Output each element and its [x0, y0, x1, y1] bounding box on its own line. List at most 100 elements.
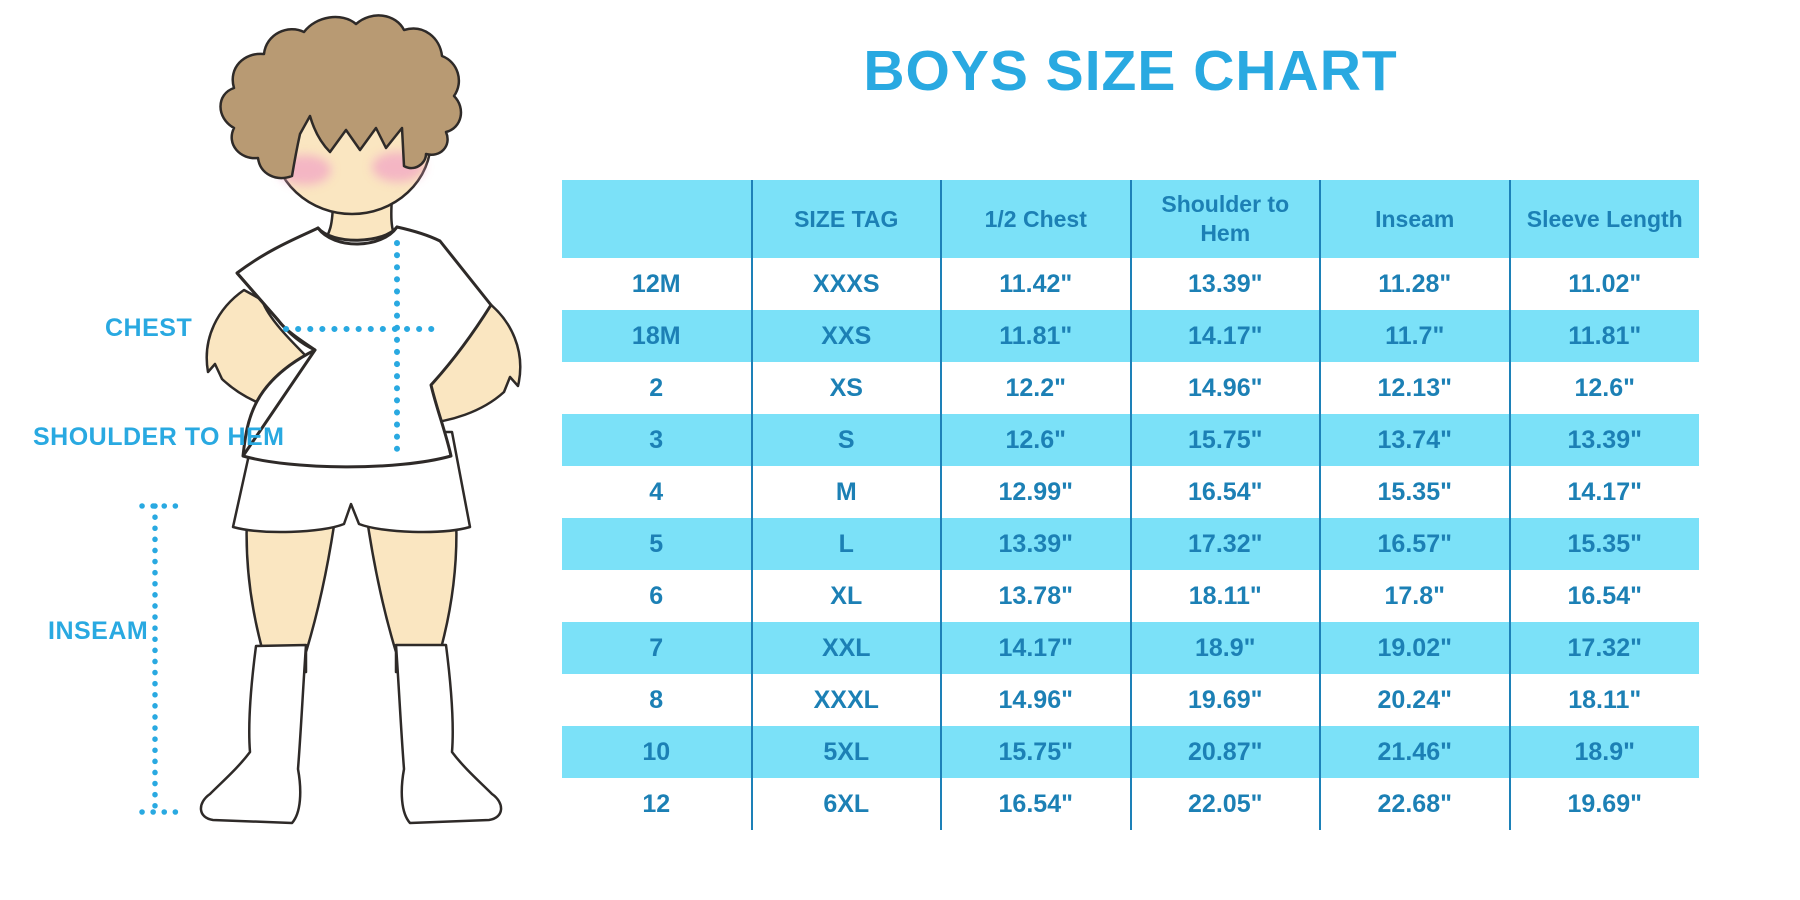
- table-cell: 14.17": [1129, 310, 1320, 362]
- table-cell: XXS: [750, 310, 941, 362]
- table-cell: 6XL: [750, 778, 941, 830]
- table-cell: 11.42": [940, 258, 1131, 310]
- table-cell: 14.17": [940, 622, 1131, 674]
- column-header: Inseam: [1319, 180, 1510, 258]
- table-cell: 14.17": [1508, 466, 1699, 518]
- row-label-cell: 18M: [631, 321, 681, 350]
- table-cell: 11.28": [1319, 258, 1510, 310]
- table-cell: 22.68": [1319, 778, 1510, 830]
- table-cell: 19.02": [1319, 622, 1510, 674]
- table-cell: 13.39": [940, 518, 1131, 570]
- row-label-cell: 3: [649, 425, 664, 454]
- table-cell: 12.99": [940, 466, 1131, 518]
- table-cell: 18.11": [1508, 674, 1699, 726]
- table-row: 8 XXXL 14.96" 19.69" 20.24" 18.11": [562, 674, 1699, 726]
- table-cell: 22.05": [1129, 778, 1320, 830]
- row-label-cell: 7: [649, 633, 664, 662]
- table-cell: 11.02": [1508, 258, 1699, 310]
- boy-illustration: CHEST SHOULDER TO HEM INSEAM: [0, 0, 560, 900]
- table-cell: 11.81": [1508, 310, 1699, 362]
- hair: [219, 14, 463, 180]
- page-title: BOYS SIZE CHART: [863, 39, 1398, 103]
- table-cell: 17.8": [1319, 570, 1510, 622]
- table-cell: 15.35": [1319, 466, 1510, 518]
- table-body: 12M XXXS 11.42" 13.39" 11.28" 11.02" 18M XXS 11.…: [562, 258, 1699, 830]
- table-cell: 17.32": [1508, 622, 1699, 674]
- shoulder-to-hem-label: SHOULDER TO HEM: [33, 423, 285, 451]
- table-row: 4 M 12.99" 16.54" 15.35" 14.17": [562, 466, 1699, 518]
- table-row: 12 6XL 16.54" 22.05" 22.68" 19.69": [562, 778, 1699, 830]
- right-sock: [394, 643, 503, 825]
- table-row: 7 XXL 14.17" 18.9" 19.02" 17.32": [562, 622, 1699, 674]
- table-cell: 18.11": [1129, 570, 1320, 622]
- table-cell: 15.35": [1508, 518, 1699, 570]
- table-cell: 5XL: [750, 726, 941, 778]
- table-cell: XXXS: [750, 258, 941, 310]
- row-label-cell: 12M: [631, 269, 681, 298]
- table-row: 18M XXS 11.81" 14.17" 11.7" 11.81": [562, 310, 1699, 362]
- table-cell: 20.24": [1319, 674, 1510, 726]
- table-cell: 12.2": [940, 362, 1131, 414]
- table-cell: 19.69": [1508, 778, 1699, 830]
- table-cell: 16.57": [1319, 518, 1510, 570]
- table-row: 2 XS 12.2" 14.96" 12.13" 12.6": [562, 362, 1699, 414]
- table-cell: XS: [750, 362, 941, 414]
- column-header: 1/2 Chest: [940, 180, 1131, 258]
- table-cell: 11.81": [940, 310, 1131, 362]
- table-cell: XL: [750, 570, 941, 622]
- table-cell: 16.54": [1508, 570, 1699, 622]
- table-cell: 21.46": [1319, 726, 1510, 778]
- table-cell: 15.75": [940, 726, 1131, 778]
- table-cell: 20.87": [1129, 726, 1320, 778]
- table-cell: 18.9": [1129, 622, 1320, 674]
- table-cell: S: [750, 414, 941, 466]
- left-sock: [199, 643, 308, 825]
- row-label-cell: 8: [649, 685, 664, 714]
- table-cell: 13.39": [1508, 414, 1699, 466]
- table-cell: 12.13": [1319, 362, 1510, 414]
- boy-figure-svg: [139, 14, 522, 825]
- row-label-cell: 10: [642, 737, 671, 766]
- table-cell: 14.96": [1129, 362, 1320, 414]
- table-header-row: SIZE TAG 1/2 Chest Shoulder to Hem Inseam Sl…: [562, 180, 1699, 258]
- table-row: 5 L 13.39" 17.32" 16.57" 15.35": [562, 518, 1699, 570]
- table-cell: 17.32": [1129, 518, 1320, 570]
- table-cell: XXXL: [750, 674, 941, 726]
- table-cell: L: [750, 518, 941, 570]
- table-cell: 16.54": [1129, 466, 1320, 518]
- tshirt-left-sleeve: [235, 272, 317, 457]
- table-cell: 11.7": [1319, 310, 1510, 362]
- column-header-empty: [562, 180, 752, 258]
- size-table: SIZE TAG 1/2 Chest Shoulder to Hem Inseam Sl…: [562, 180, 1699, 830]
- chest-label: CHEST: [105, 314, 193, 342]
- table-cell: 18.9": [1508, 726, 1699, 778]
- table-cell: 19.69": [1129, 674, 1320, 726]
- table-cell: 13.74": [1319, 414, 1510, 466]
- inseam-label: INSEAM: [48, 617, 149, 645]
- row-label-cell: 2: [649, 373, 664, 402]
- table-cell: 15.75": [1129, 414, 1320, 466]
- table-cell: XXL: [750, 622, 941, 674]
- table-cell: M: [750, 466, 941, 518]
- row-label-cell: 4: [649, 477, 664, 506]
- row-label-cell: 5: [649, 529, 664, 558]
- table-row: 10 5XL 15.75" 20.87" 21.46" 18.9": [562, 726, 1699, 778]
- table-cell: 12.6": [940, 414, 1131, 466]
- table-row: 3 S 12.6" 15.75" 13.74" 13.39": [562, 414, 1699, 466]
- column-header: SIZE TAG: [750, 180, 941, 258]
- table-cell: 13.78": [940, 570, 1131, 622]
- table-row: 12M XXXS 11.42" 13.39" 11.28" 11.02": [562, 258, 1699, 310]
- tshirt: [235, 225, 493, 469]
- table-cell: 13.39": [1129, 258, 1320, 310]
- column-header: Shoulder to Hem: [1129, 180, 1320, 258]
- table-cell: 16.54": [940, 778, 1131, 830]
- table-cell: 14.96": [940, 674, 1131, 726]
- column-header: Sleeve Length: [1508, 180, 1699, 258]
- left-leg: [245, 498, 339, 674]
- row-label-cell: 6: [649, 581, 664, 610]
- tshirt-collar: [316, 225, 399, 246]
- table-cell: 12.6": [1508, 362, 1699, 414]
- table-head: SIZE TAG 1/2 Chest Shoulder to Hem Inseam Sl…: [562, 180, 1699, 258]
- row-label-cell: 12: [642, 789, 671, 818]
